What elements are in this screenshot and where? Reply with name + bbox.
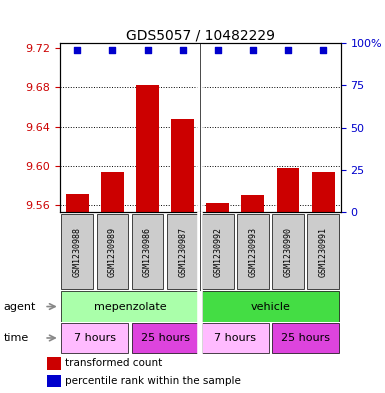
FancyBboxPatch shape [62,323,128,353]
Point [144,47,151,53]
Text: vehicle: vehicle [251,301,290,312]
Text: percentile rank within the sample: percentile rank within the sample [65,376,241,386]
Bar [47,357,60,369]
Point [109,47,116,53]
FancyBboxPatch shape [97,214,128,289]
FancyBboxPatch shape [237,214,269,289]
FancyBboxPatch shape [272,214,304,289]
Text: 7 hours: 7 hours [74,333,116,343]
Bar [276,168,300,212]
Point [250,47,256,53]
FancyBboxPatch shape [167,214,198,289]
Title: GDS5057 / 10482229: GDS5057 / 10482229 [126,28,275,42]
Bar [171,119,194,212]
Text: GSM1230986: GSM1230986 [143,226,152,277]
Text: mepenzolate: mepenzolate [94,301,166,312]
Bar [47,375,60,387]
Bar [101,172,124,212]
Text: 7 hours: 7 hours [214,333,256,343]
Bar [312,172,335,212]
Text: transformed count: transformed count [65,358,162,368]
FancyBboxPatch shape [202,214,234,289]
FancyBboxPatch shape [307,214,339,289]
Text: GSM1230993: GSM1230993 [248,226,258,277]
FancyBboxPatch shape [132,214,163,289]
Text: GSM1230989: GSM1230989 [108,226,117,277]
Bar [66,194,89,212]
Point [320,47,326,53]
Bar [136,85,159,212]
Text: GSM1230988: GSM1230988 [73,226,82,277]
Text: GSM1230992: GSM1230992 [213,226,222,277]
Text: 25 hours: 25 hours [141,333,189,343]
Point [74,47,80,53]
Text: GSM1230991: GSM1230991 [319,226,328,277]
Text: GSM1230990: GSM1230990 [283,226,293,277]
FancyBboxPatch shape [62,292,198,321]
Bar [206,204,229,212]
Point [179,47,186,53]
Bar [241,195,264,212]
FancyBboxPatch shape [272,323,339,353]
Text: 25 hours: 25 hours [281,333,330,343]
FancyBboxPatch shape [132,323,198,353]
Text: time: time [4,333,29,343]
Point [285,47,291,53]
FancyBboxPatch shape [62,214,93,289]
FancyBboxPatch shape [202,323,269,353]
Text: GSM1230987: GSM1230987 [178,226,187,277]
Point [215,47,221,53]
FancyBboxPatch shape [202,292,339,321]
Text: agent: agent [4,301,36,312]
